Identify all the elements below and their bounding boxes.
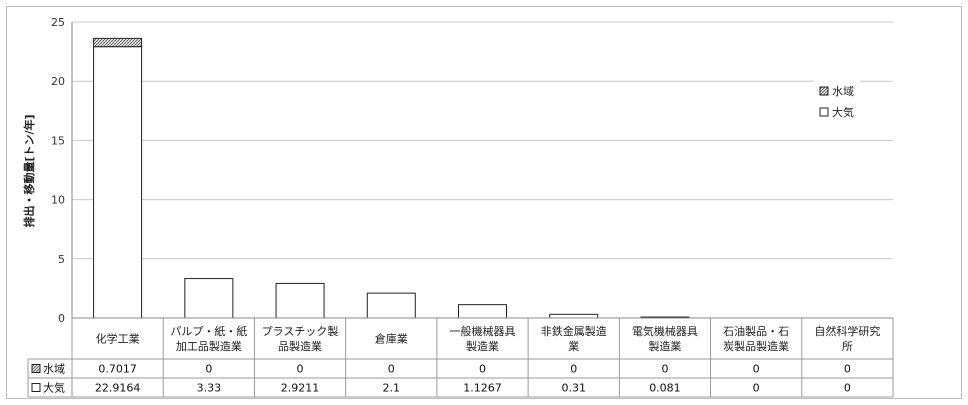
category-label: プラスチック製品製造業: [262, 324, 339, 353]
legend-swatch: [819, 86, 829, 96]
bar-taiki: [275, 282, 325, 319]
table-cell-value: 0.7017: [98, 363, 137, 376]
bar-taiki: [458, 304, 507, 319]
category-label: 電気機械器具製造業: [632, 324, 698, 353]
table-cell-value: 22.9164: [95, 382, 141, 395]
y-tick-label: 15: [51, 134, 65, 147]
y-tick-label: 10: [51, 194, 65, 207]
table-cell-value: 3.33: [197, 382, 222, 395]
category-label: 倉庫業: [375, 332, 408, 346]
bar-taiki: [184, 278, 234, 319]
table-cell-value: 0: [297, 363, 304, 376]
bar-taiki: [549, 313, 599, 319]
category-label: 一般機械器具製造業: [450, 324, 516, 353]
y-tick-label: 20: [51, 75, 65, 88]
y-tick-label: 25: [51, 16, 65, 29]
table-cell-value: 0.081: [649, 382, 681, 395]
row-label: 水域: [43, 363, 65, 376]
y-tick-label: 0: [58, 312, 65, 325]
row-swatch: [31, 364, 41, 373]
table-cell-value: 0: [205, 363, 212, 376]
table-cell-value: 0.31: [561, 382, 586, 395]
bar-taiki: [366, 292, 416, 319]
category-label: 自然科学研究所: [814, 324, 880, 353]
table-cell-value: 0: [661, 363, 668, 376]
category-label: 非鉄金属製造業: [541, 324, 607, 353]
table-cell-value: 1.1267: [463, 382, 502, 395]
row-label: 大気: [43, 381, 65, 395]
bar-suiiki: [93, 37, 143, 48]
table-cell-value: 0: [753, 382, 760, 395]
chart-frame: [6, 6, 962, 399]
row-swatch: [31, 383, 41, 392]
category-label: 化学工業: [96, 332, 140, 346]
table-cell-value: 0: [388, 363, 395, 376]
legend-label: 水域: [832, 85, 854, 98]
y-axis-label: 排出・移動量[トン/年]: [22, 114, 36, 227]
table-cell-value: 0: [753, 363, 760, 376]
table-cell-value: 0: [570, 363, 577, 376]
table-cell-value: 2.9211: [281, 382, 320, 395]
category-label: 石油製品・石炭製品製造業: [723, 324, 789, 353]
y-tick-label: 5: [58, 253, 65, 266]
legend-swatch: [819, 107, 829, 117]
table-cell-value: 0: [844, 363, 851, 376]
table-cell-value: 2.1: [383, 382, 401, 395]
table-cell-value: 0: [844, 382, 851, 395]
legend-label: 大気: [832, 105, 854, 119]
table-cell-value: 0: [479, 363, 486, 376]
bar-taiki: [93, 46, 143, 319]
category-label: パルプ・紙・紙加工品製造業: [170, 324, 247, 353]
